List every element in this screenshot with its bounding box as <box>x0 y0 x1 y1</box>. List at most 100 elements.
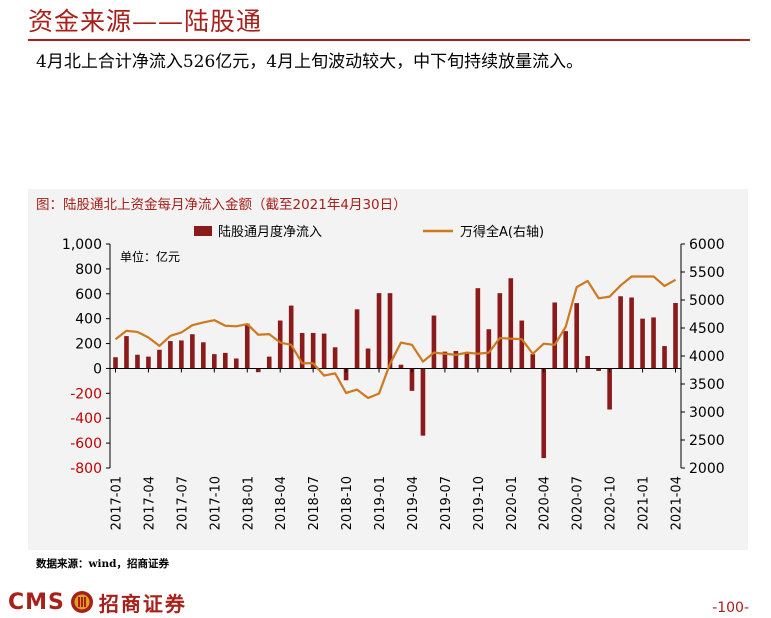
bar <box>321 333 327 369</box>
bar <box>168 341 173 369</box>
left-axis-tick-label: -400 <box>70 411 102 427</box>
bar <box>464 352 470 369</box>
bar <box>201 342 206 369</box>
x-axis-tick-label: 2020-01 <box>505 476 520 530</box>
page-number: -100- <box>712 600 749 616</box>
x-axis-tick-label: 2018-10 <box>340 476 355 530</box>
left-axis-tick-label: -200 <box>70 386 102 402</box>
x-axis-tick-label: 2017-10 <box>208 476 223 530</box>
x-axis-tick-label: 2019-01 <box>373 476 388 530</box>
bar <box>277 320 283 369</box>
line-series <box>114 275 677 400</box>
x-axis-tick-label: 2020-07 <box>571 476 586 530</box>
right-axis-tick-label: 3000 <box>689 405 725 421</box>
x-axis-tick-label: 2018-01 <box>241 476 256 530</box>
bar <box>431 315 437 369</box>
bar <box>662 346 667 369</box>
brand-logo-group: CMS 招商证券 <box>8 588 187 616</box>
left-axis-tick-label: -600 <box>70 436 102 452</box>
bar <box>299 332 305 369</box>
bar <box>179 340 184 369</box>
left-axis-tick-label: 0 <box>93 361 102 377</box>
bar <box>124 336 129 369</box>
bar <box>233 358 239 369</box>
bar <box>332 347 338 369</box>
left-axis-tick-label: 1,000 <box>62 237 102 253</box>
bar <box>387 293 393 369</box>
bar <box>530 354 536 369</box>
bar <box>343 368 349 381</box>
bar <box>398 364 404 369</box>
bar <box>486 329 492 369</box>
bar <box>607 368 612 410</box>
bar <box>212 354 217 369</box>
page-title: 资金来源——陆股通 <box>28 7 263 36</box>
bar <box>519 320 525 369</box>
bar <box>354 309 360 369</box>
right-axis-tick-label: 4500 <box>689 321 725 337</box>
chart-title: 图：陆股通北上资金每月净流入金额（截至2021年4月30日） <box>36 197 407 213</box>
bar <box>552 302 558 369</box>
right-axis: 6000 5500 5000 4500 4000 3500 3000 2500 2000 <box>680 237 725 477</box>
x-axis-tick-label: 2017-04 <box>142 476 157 530</box>
legend-bar-label: 陆股通月度净流入 <box>218 224 322 240</box>
unit-label: 单位：亿元 <box>120 249 180 264</box>
title-divider <box>28 39 750 41</box>
x-axis-tick-label: 2021-01 <box>637 476 652 530</box>
bar-series <box>113 278 678 459</box>
bar <box>113 357 118 369</box>
x-axis-tick-label: 2019-07 <box>439 476 454 530</box>
left-axis-tick-label: 800 <box>75 262 102 278</box>
legend-line-label: 万得全A(右轴) <box>460 224 544 240</box>
bar <box>442 351 448 369</box>
bar <box>673 302 678 369</box>
legend-bar-swatch <box>194 226 212 236</box>
x-axis-tick-label: 2021-04 <box>670 476 685 530</box>
bar <box>574 303 579 369</box>
chart: 陆股通月度净流入 万得全A(右轴) 单位：亿元 1,000 800 600 400 20… <box>62 224 725 530</box>
bar <box>255 368 261 373</box>
left-axis-tick-label: 600 <box>75 287 102 303</box>
brand-name-text: 招商证券 <box>98 591 187 616</box>
bar <box>310 332 316 369</box>
x-axis: 2017-01 2017-04 2017-07 2017-10 2018-01 2018-… <box>109 367 685 530</box>
x-axis-tick-label: 2019-10 <box>472 476 487 530</box>
bar <box>640 318 645 369</box>
bar <box>288 305 294 369</box>
bar <box>365 348 371 369</box>
bar <box>497 293 503 369</box>
bar <box>146 356 151 369</box>
bar <box>618 296 623 369</box>
bar <box>135 354 140 369</box>
legend: 陆股通月度净流入 万得全A(右轴) <box>194 224 544 240</box>
brand-cms-text: CMS <box>8 589 65 615</box>
bar <box>409 368 415 391</box>
bar <box>596 368 601 371</box>
bar <box>244 323 250 369</box>
left-axis-tick-label: 400 <box>75 312 102 328</box>
company-logo-icon <box>70 591 93 613</box>
bar <box>563 331 569 369</box>
left-axis: 1,000 800 600 400 200 0 -200 -400 -600 -800 <box>62 237 111 477</box>
bar <box>508 278 514 369</box>
x-axis-tick-label: 2018-04 <box>274 476 289 530</box>
x-axis-tick-label: 2020-10 <box>604 476 619 530</box>
bar <box>475 288 481 369</box>
source-note: 数据来源：wind，招商证券 <box>36 558 170 570</box>
bar <box>190 334 195 369</box>
bar <box>376 293 382 369</box>
bar <box>222 352 228 369</box>
bar <box>629 297 634 369</box>
x-axis-tick-label: 2017-01 <box>109 476 124 530</box>
bar <box>453 351 459 369</box>
bar <box>420 368 426 436</box>
right-axis-tick-label: 5000 <box>689 293 725 309</box>
bar <box>541 368 547 459</box>
right-axis-tick-label: 4000 <box>689 349 725 365</box>
right-axis-tick-label: 5500 <box>689 265 725 281</box>
bar <box>585 356 590 369</box>
bar <box>651 317 656 369</box>
left-axis-tick-label: 200 <box>75 337 102 353</box>
right-axis-tick-label: 2500 <box>689 433 725 449</box>
x-axis-tick-label: 2017-07 <box>175 476 190 530</box>
